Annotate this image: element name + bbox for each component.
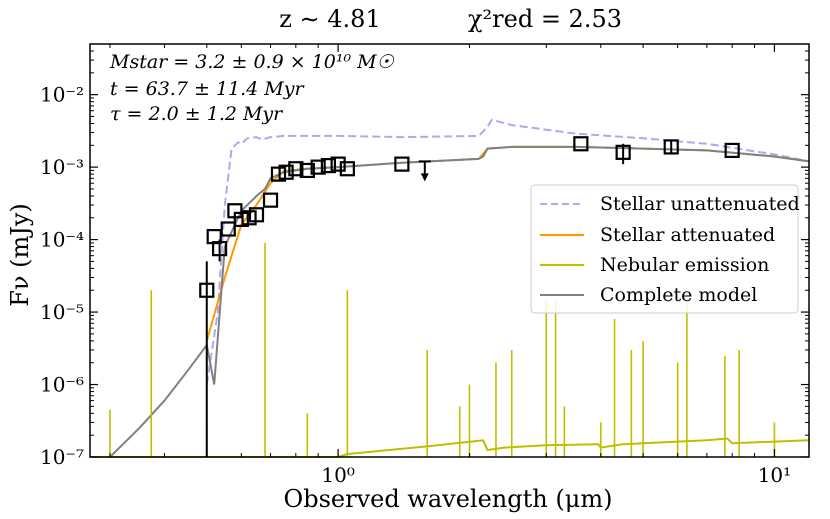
legend-label-nebular-emission: Nebular emission: [600, 254, 769, 276]
observation-point: [394, 156, 410, 172]
annotation-mass: Mstar = 3.2 ± 0.9 × 10¹⁰ M☉: [109, 51, 395, 73]
observation-point: [262, 192, 279, 208]
legend-label-stellar-unattenuated: Stellar unattenuated: [600, 193, 800, 215]
observation-point: [199, 282, 215, 298]
upper-limit-marker: [418, 160, 431, 182]
observation-point: [310, 159, 326, 175]
observation-point: [615, 144, 631, 160]
y-tick-label: 10⁻⁶: [40, 373, 84, 397]
observation-point: [339, 161, 355, 177]
observation-point: [248, 207, 265, 223]
observation-point: [233, 211, 249, 227]
observation-point: [330, 156, 346, 172]
observation-point: [278, 164, 294, 180]
annotation-age: t = 63.7 ± 11.4 Myr: [110, 78, 305, 100]
series-line-nebular-emission: [90, 437, 810, 458]
y-tick-label: 10⁻⁷: [40, 445, 84, 469]
observation-point: [320, 157, 336, 174]
legend-label-stellar-attenuated: Stellar attenuated: [600, 224, 775, 246]
y-tick-label: 10⁻⁴: [40, 228, 84, 252]
x-axis-label: Observed wavelength (μm): [284, 485, 613, 513]
y-axis-label: Fν (mJy): [6, 203, 34, 307]
ticks-layer: [90, 44, 809, 458]
observation-point: [299, 162, 315, 179]
y-tick-label: 10⁻²: [40, 83, 84, 107]
observations-layer: [199, 136, 740, 457]
series-line-stellar-unattenuated: [205, 118, 810, 385]
observation-point: [270, 166, 287, 182]
observation-point: [220, 221, 236, 237]
y-tick-label: 10⁻³: [40, 155, 84, 179]
observation-point: [211, 241, 228, 257]
observation-point: [573, 136, 589, 152]
chart-title-redshift: z ∼ 4.81: [279, 5, 380, 33]
chart-title-chi2: χ²red = 2.53: [468, 5, 622, 33]
legend-label-complete-model: Complete model: [600, 284, 757, 306]
legend: Stellar unattenuated Stellar attenuated …: [530, 184, 800, 314]
annotation-tau: τ = 2.0 ± 1.2 Myr: [110, 103, 284, 125]
y-tick-label: 10⁻⁵: [40, 300, 84, 324]
x-tick-label: 10⁰: [321, 463, 354, 487]
legend-box: [530, 184, 799, 314]
observation-point: [288, 161, 304, 177]
observation-point: [663, 139, 679, 155]
observation-point: [724, 142, 740, 159]
x-tick-label: 10¹: [758, 463, 791, 487]
